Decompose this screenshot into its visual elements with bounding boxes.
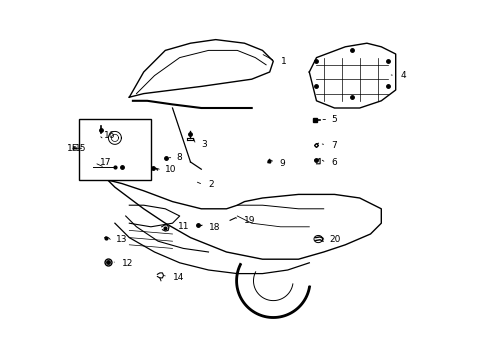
Text: 11: 11 <box>178 222 189 231</box>
Text: 15: 15 <box>67 144 79 153</box>
Text: 5: 5 <box>330 115 336 124</box>
Text: 17: 17 <box>100 158 111 167</box>
Text: 6: 6 <box>331 158 337 167</box>
Text: 8: 8 <box>176 153 182 162</box>
Text: 18: 18 <box>209 223 220 232</box>
Text: 4: 4 <box>400 71 405 80</box>
Text: 10: 10 <box>164 165 176 174</box>
Text: 3: 3 <box>201 140 206 149</box>
Text: 20: 20 <box>328 235 340 244</box>
Text: 7: 7 <box>331 141 337 150</box>
Text: 14: 14 <box>172 274 183 282</box>
Bar <box>79 119 151 180</box>
Text: 9: 9 <box>279 158 285 168</box>
Text: 2: 2 <box>208 180 214 189</box>
Text: 16: 16 <box>104 131 115 140</box>
Text: 12: 12 <box>122 259 133 268</box>
Text: 13: 13 <box>115 235 127 244</box>
Text: 15: 15 <box>75 144 87 153</box>
Text: 19: 19 <box>244 216 255 225</box>
Text: 1: 1 <box>280 57 285 66</box>
